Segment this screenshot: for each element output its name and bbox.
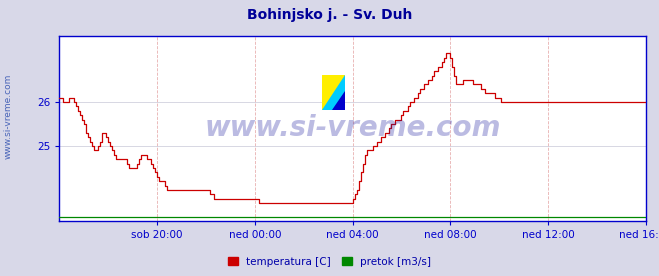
Polygon shape	[322, 75, 345, 110]
Text: www.si-vreme.com: www.si-vreme.com	[3, 73, 13, 159]
Polygon shape	[332, 91, 345, 110]
Legend: temperatura [C], pretok [m3/s]: temperatura [C], pretok [m3/s]	[223, 253, 436, 271]
Text: Bohinjsko j. - Sv. Duh: Bohinjsko j. - Sv. Duh	[247, 8, 412, 22]
Polygon shape	[322, 75, 345, 110]
Text: www.si-vreme.com: www.si-vreme.com	[204, 114, 501, 142]
